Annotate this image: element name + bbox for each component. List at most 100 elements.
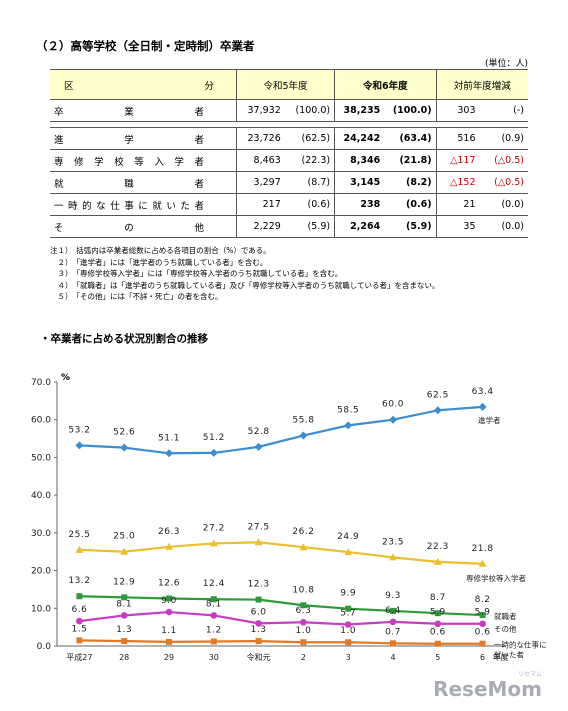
- x-tick-label: 5: [435, 653, 440, 662]
- data-point: [300, 602, 307, 609]
- data-point: [433, 557, 442, 565]
- data-point: [75, 441, 84, 450]
- data-point: [210, 596, 217, 603]
- y-tick-label: 40.0: [31, 491, 51, 501]
- r5-percent: (5.9): [284, 215, 335, 238]
- diff-percent: (△0.5): [479, 149, 528, 172]
- data-point: [478, 559, 487, 567]
- data-point: [75, 545, 84, 553]
- data-label: 6.4: [385, 606, 401, 616]
- diff-count: 35: [435, 215, 480, 238]
- data-label: 1.3: [251, 625, 267, 635]
- trend-line-chart: 0.010.020.030.040.050.060.070.0 %平成27 28 29…: [31, 373, 547, 662]
- data-point: [389, 618, 397, 626]
- y-tick-label: 0.0: [37, 642, 52, 652]
- data-label: 8.2: [475, 595, 491, 605]
- note-5: ５） 「その他」には「不詳・死亡」の者を含む。: [50, 292, 223, 301]
- r6-count: 2,264: [334, 215, 385, 238]
- data-label: 12.4: [203, 579, 225, 589]
- r6-percent: (5.9): [384, 215, 437, 238]
- y-tick-label: 30.0: [31, 529, 51, 539]
- x-tick-label: 平成27: [66, 652, 92, 662]
- series-line: [79, 595, 483, 617]
- data-label: 12.3: [248, 580, 270, 590]
- x-tick-label: 28: [119, 653, 129, 662]
- table-row: 卒 業 者 37,932 (100.0) 38,235 (100.0) 303 (-): [50, 99, 528, 122]
- x-tick-label: 令和元: [247, 652, 271, 662]
- chart-title: ・卒業者に占める状況別割合の推移: [40, 333, 208, 345]
- row-label: 就 職 者: [50, 171, 237, 194]
- unit-label: (単位：人): [484, 59, 528, 69]
- row-label: 専修学校等入学者: [50, 149, 237, 172]
- data-label: 5.9: [430, 608, 446, 618]
- data-label: 58.5: [337, 405, 359, 415]
- graduates-table: 区 分 令和5年度 令和6年度 対前年度増減 卒 業 者 37,932 (100.0…: [50, 69, 528, 238]
- r6-count: 238: [334, 193, 385, 216]
- data-point: [478, 402, 487, 411]
- r6-percent: (100.0): [384, 99, 437, 122]
- series-line: [79, 639, 483, 645]
- data-point: [345, 605, 352, 612]
- data-point: [255, 620, 262, 627]
- data-label: 62.5: [427, 390, 449, 400]
- data-label: 9.0: [161, 596, 177, 606]
- data-label: 25.5: [68, 530, 90, 540]
- data-point: [76, 593, 83, 600]
- data-point: [209, 539, 218, 547]
- data-label: 5.7: [340, 609, 356, 619]
- series-name-label: 就いた者: [494, 650, 524, 660]
- data-label: 55.8: [292, 416, 314, 426]
- logo-sub: リセマム: [517, 671, 542, 678]
- data-label: 6.0: [251, 607, 267, 617]
- data-point: [255, 596, 262, 603]
- header-r6: 令和6年度: [334, 69, 437, 100]
- data-label: 27.2: [203, 523, 225, 533]
- r6-percent: (0.6): [384, 193, 437, 216]
- data-point: [433, 406, 442, 415]
- series-line: [79, 405, 483, 455]
- data-label: 21.8: [472, 544, 494, 554]
- data-point: [434, 640, 441, 647]
- note-3: ３） 「専修学校等入学者」には「専修学校等入学者のうち就職している者」を含む。: [50, 269, 343, 278]
- data-label: 26.3: [158, 527, 180, 537]
- x-tick-label: 29: [164, 653, 174, 662]
- diff-percent: (0.0): [479, 193, 528, 216]
- data-label: 26.2: [292, 527, 314, 537]
- table-header-row: 区 分 令和5年度 令和6年度 対前年度増減: [50, 69, 528, 100]
- diff-count: △117: [435, 149, 480, 172]
- series-name-label: 専修学校等入学者: [466, 573, 526, 583]
- y-tick-label: 70.0: [31, 378, 51, 388]
- r5-count: 217: [235, 193, 285, 216]
- x-tick-label: 2: [301, 653, 306, 662]
- resemom-logo: リセマム ReseMom: [433, 671, 542, 701]
- data-point: [165, 449, 173, 458]
- series-name-label: その他: [494, 624, 517, 634]
- r6-count: 38,235: [334, 99, 385, 122]
- data-label: 63.4: [472, 387, 494, 397]
- series-name-label: 一時的な仕事に: [494, 640, 547, 650]
- data-label: 0.7: [385, 627, 401, 637]
- data-point: [254, 442, 263, 451]
- data-point: [434, 620, 442, 628]
- diff-percent: (-): [479, 99, 528, 122]
- series-line: [79, 541, 483, 565]
- r6-percent: (63.4): [384, 127, 437, 150]
- data-label: 1.1: [161, 626, 177, 636]
- y-tick-label: 20.0: [31, 567, 51, 577]
- data-point: [210, 612, 218, 619]
- y-tick-label: 10.0: [31, 604, 51, 614]
- row-label: 卒 業 者: [50, 99, 237, 122]
- r5-count: 23,726: [235, 127, 285, 150]
- note-4: ４） 「就職者」は「進学者のうち就職している者」及び「専修学校等入学者のうち就職…: [50, 280, 440, 290]
- r6-count: 3,145: [334, 171, 385, 194]
- data-label: 6.6: [71, 605, 87, 615]
- data-label: 1.3: [116, 625, 132, 635]
- x-tick-label: 4: [390, 653, 395, 662]
- table-row: 就 職 者 3,297 (8.7) 3,145 (8.2) △152 (△0.5): [50, 171, 528, 194]
- series-line: [79, 610, 483, 626]
- series-name-label: 進学者: [478, 415, 501, 425]
- table-row: そ の 他 2,229 (5.9) 2,264 (5.9) 35 (0.0): [50, 215, 528, 238]
- data-point: [121, 638, 128, 645]
- r5-percent: (0.6): [284, 193, 335, 216]
- header-r5: 令和5年度: [235, 69, 335, 100]
